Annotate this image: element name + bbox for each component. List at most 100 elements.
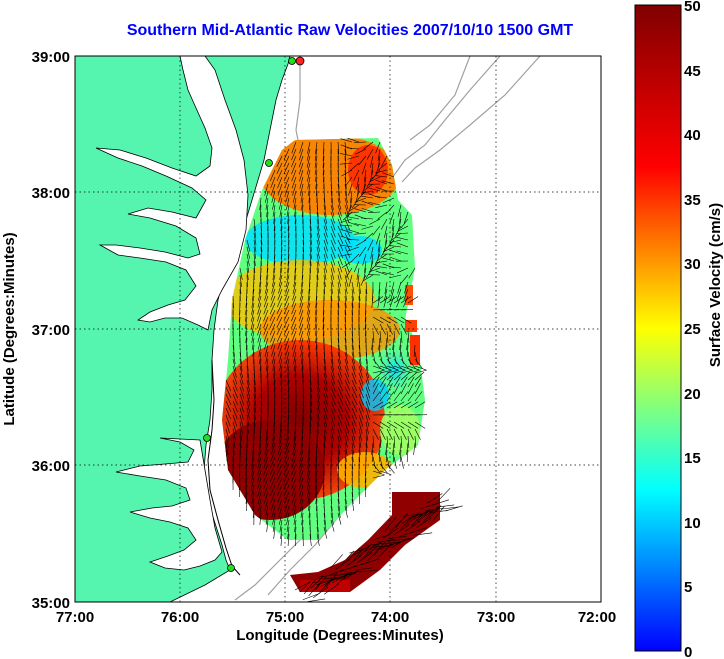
velocity-arrow <box>379 376 387 388</box>
velocity-arrow <box>239 386 245 399</box>
velocity-arrow <box>294 414 297 427</box>
velocity-arrow <box>279 365 283 378</box>
site-marker <box>288 57 296 65</box>
velocity-arrow <box>315 491 318 504</box>
velocity-arrow <box>258 498 262 511</box>
velocity-arrow <box>264 442 269 455</box>
velocity-arrow <box>337 204 342 217</box>
y-ticks: 39:00 38:00 37:00 36:00 35:00 <box>32 49 70 612</box>
velocity-arrow <box>347 547 361 561</box>
velocity-arrow <box>354 197 367 203</box>
velocity-arrow <box>323 526 328 539</box>
velocity-arrow <box>284 288 290 301</box>
velocity-arrow <box>307 337 311 350</box>
velocity-arrow <box>378 281 381 294</box>
velocity-arrow <box>368 187 381 192</box>
velocity-arrow <box>253 351 255 365</box>
velocity-arrow <box>257 302 262 315</box>
velocity-arrow <box>440 506 459 510</box>
velocity-arrow <box>383 239 388 252</box>
velocity-arrow <box>337 358 342 371</box>
velocity-arrow <box>316 372 320 385</box>
velocity-arrow <box>307 288 311 301</box>
velocity-arrow <box>269 323 276 336</box>
velocity-arrow <box>330 358 335 371</box>
velocity-arrow <box>253 253 256 266</box>
velocity-arrow <box>344 498 348 511</box>
velocity-arrow <box>300 498 304 511</box>
velocity-arrow <box>335 559 351 571</box>
velocity-arrow <box>281 232 283 245</box>
velocity-arrow <box>283 463 290 476</box>
velocity-arrow <box>272 197 276 210</box>
velocity-arrow <box>271 351 276 364</box>
velocity-arrow <box>400 371 411 381</box>
velocity-arrow <box>380 246 388 258</box>
velocity-arrow <box>363 232 374 242</box>
velocity-arrow <box>307 169 311 182</box>
velocity-arrow <box>367 547 381 562</box>
velocity-arrow <box>351 463 353 477</box>
velocity-arrow <box>272 358 276 371</box>
velocity-arrow <box>384 516 397 532</box>
velocity-arrow <box>265 428 269 441</box>
velocity-arrow <box>376 253 388 262</box>
velocity-arrow <box>232 351 236 364</box>
velocity-arrow <box>277 337 283 350</box>
velocity-arrow <box>284 183 290 196</box>
velocity-arrow <box>238 470 241 483</box>
velocity-arrow <box>253 372 256 385</box>
velocity-arrow <box>358 351 362 364</box>
velocity-arrow <box>245 463 248 476</box>
velocity-arrow <box>372 428 379 440</box>
velocity-arrow <box>246 267 249 280</box>
velocity-arrow <box>358 435 362 448</box>
plot-frame <box>74 55 602 603</box>
velocity-arrow <box>239 281 242 294</box>
velocity-arrow <box>291 316 297 329</box>
velocity-arrow <box>298 316 304 329</box>
velocity-arrow <box>251 330 255 343</box>
velocity-arrow <box>359 569 378 573</box>
velocity-arrow <box>280 414 283 427</box>
velocity-arrow <box>225 435 229 448</box>
velocity-arrow <box>358 421 363 434</box>
velocity-arrow <box>340 162 353 165</box>
velocity-arrow <box>351 288 354 301</box>
velocity-arrow <box>283 162 290 175</box>
velocity-arrow <box>276 309 283 321</box>
velocity-arrow <box>316 400 320 413</box>
velocity-arrow <box>399 449 402 462</box>
velocity-arrow <box>270 330 276 343</box>
velocity-arrow <box>273 211 276 224</box>
velocity-arrow <box>315 176 318 189</box>
velocity-arrow <box>351 295 354 308</box>
velocity-arrow <box>246 386 251 399</box>
velocity-arrow <box>330 400 336 413</box>
velocity-arrow <box>300 505 304 518</box>
velocity-arrow <box>263 309 269 322</box>
velocity-arrow <box>232 435 236 448</box>
velocity-arrow <box>294 519 297 532</box>
velocity-arrow <box>372 435 375 448</box>
velocity-arrow <box>277 295 283 308</box>
velocity-arrow <box>400 456 404 469</box>
velocity-arrow <box>371 337 374 350</box>
velocity-arrow <box>316 519 319 532</box>
velocity-arrow <box>337 260 343 273</box>
velocity-arrow <box>351 379 358 392</box>
velocity-arrow <box>276 155 283 167</box>
velocity-arrow <box>414 358 423 369</box>
velocity-arrow <box>377 246 381 259</box>
velocity-arrow <box>340 224 353 227</box>
velocity-arrow <box>386 358 395 369</box>
velocity-arrow <box>225 400 232 413</box>
velocity-arrow <box>298 155 304 168</box>
velocity-arrow <box>337 211 343 224</box>
velocity-arrow <box>337 197 342 210</box>
velocity-arrow <box>372 463 381 474</box>
velocity-arrow <box>391 218 395 231</box>
velocity-arrow <box>300 190 304 203</box>
velocity-arrow <box>265 274 269 287</box>
velocity-arrow <box>344 344 348 357</box>
